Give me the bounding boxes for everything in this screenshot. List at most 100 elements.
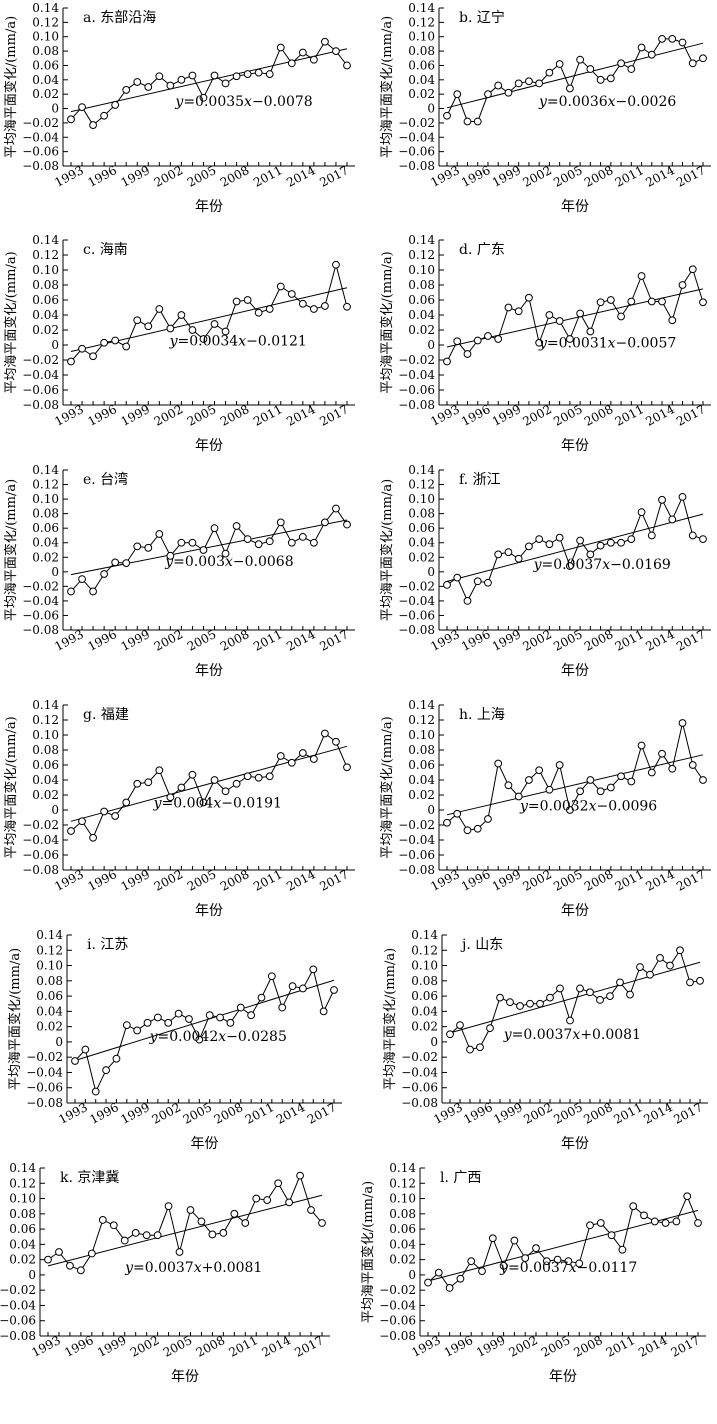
chart-panel-4: −0.08−0.06−0.04−0.0200.020.040.060.080.1…	[3, 463, 355, 679]
y-tick-label: −0.06	[26, 1081, 63, 1095]
y-tick-label: −0.02	[398, 579, 435, 593]
y-tick-label: 0.08	[389, 1207, 416, 1221]
chart-panel-6: −0.08−0.06−0.04−0.0200.020.040.060.080.1…	[3, 698, 355, 919]
data-point	[131, 1229, 140, 1237]
y-tick-label: 0.10	[32, 263, 59, 277]
data-point	[668, 316, 677, 325]
series-line	[446, 495, 704, 603]
x-axis-label: 年份	[561, 438, 589, 454]
data-point	[298, 299, 307, 308]
y-tick-label: 0.04	[389, 1237, 416, 1251]
data-point	[276, 752, 285, 760]
data-point	[265, 70, 274, 78]
data-point	[688, 59, 697, 68]
chart-panel-5: −0.08−0.06−0.04−0.0200.020.040.060.080.1…	[379, 463, 711, 679]
x-tick-label: 2002	[152, 163, 186, 190]
data-point	[216, 1013, 224, 1022]
data-point	[647, 50, 656, 59]
data-point	[596, 541, 605, 550]
data-point	[254, 308, 263, 317]
y-tick-label: −0.06	[22, 145, 59, 159]
data-point	[343, 61, 351, 70]
x-tick-label: 2008	[582, 402, 616, 429]
data-point	[627, 65, 636, 73]
data-point	[678, 281, 687, 289]
data-point	[453, 809, 462, 818]
data-point	[243, 70, 252, 78]
panel-title: j. 山东	[460, 937, 503, 953]
data-point	[188, 326, 197, 334]
y-tick-label: 0.12	[36, 943, 63, 957]
data-point	[484, 90, 492, 99]
chart-panel-3: −0.08−0.06−0.04−0.0200.020.040.060.080.1…	[379, 233, 711, 454]
y-axis-label: 平均海平面变化/(mm/a)	[3, 16, 19, 158]
y-tick-label: 0.06	[408, 521, 435, 535]
y-tick-label: 0	[427, 803, 435, 817]
data-point	[155, 766, 164, 775]
y-tick-label: −0.06	[22, 383, 59, 397]
data-point	[309, 538, 318, 547]
y-tick-label: −0.06	[398, 383, 435, 397]
x-tick-label: 1999	[490, 163, 524, 190]
data-point	[647, 297, 656, 306]
data-point	[516, 1002, 524, 1010]
data-point	[456, 1021, 464, 1030]
y-tick-label: 0.02	[32, 788, 59, 802]
data-point	[535, 535, 544, 543]
data-point	[122, 1021, 131, 1030]
x-axis-label: 年份	[561, 1136, 589, 1152]
data-point	[122, 559, 131, 567]
data-point	[164, 1202, 173, 1211]
data-point	[617, 538, 625, 547]
data-point	[133, 1026, 142, 1035]
data-point	[535, 766, 544, 775]
y-tick-label: −0.04	[26, 1065, 63, 1079]
data-point	[166, 551, 175, 560]
y-tick-label: 0.14	[32, 463, 59, 477]
x-tick-label: 2005	[551, 1100, 585, 1127]
data-point	[443, 111, 451, 120]
x-tick-label: 2011	[243, 1100, 277, 1127]
data-point	[205, 1011, 214, 1020]
y-tick-label: −0.02	[26, 1050, 63, 1064]
data-point	[199, 335, 208, 343]
y-tick-label: 0.14	[411, 928, 438, 942]
data-point	[607, 1231, 616, 1240]
data-point	[586, 550, 595, 559]
data-point	[586, 988, 594, 997]
y-tick-label: 0.08	[36, 974, 63, 988]
x-axis-label: 年份	[195, 663, 223, 679]
data-point	[514, 792, 523, 801]
data-point	[606, 538, 615, 547]
y-tick-label: 0.08	[32, 278, 59, 292]
x-tick-label: 2002	[152, 627, 186, 654]
y-tick-label: 0.02	[32, 550, 59, 564]
x-tick-label: 1996	[85, 867, 119, 894]
data-point	[453, 573, 462, 582]
data-point	[564, 1257, 573, 1266]
x-tick-label: 2014	[274, 1100, 308, 1127]
data-point	[637, 508, 646, 517]
x-axis-label: 年份	[561, 199, 589, 215]
chart-panel-0: −0.08−0.06−0.04−0.0200.020.040.060.080.1…	[3, 1, 355, 215]
data-point	[276, 43, 285, 52]
data-point	[98, 1216, 107, 1224]
data-point	[243, 535, 252, 543]
y-tick-label: 0.02	[32, 323, 59, 337]
data-point	[133, 542, 142, 551]
data-point	[143, 1018, 152, 1027]
data-point	[153, 1231, 162, 1240]
y-tick-label: 0.06	[32, 521, 59, 535]
data-point	[122, 798, 131, 807]
data-point	[678, 493, 687, 501]
x-tick-label: 2008	[218, 402, 252, 429]
series-line	[70, 732, 348, 839]
data-point	[473, 824, 482, 833]
y-tick-label: 0.14	[32, 1, 59, 15]
data-point	[144, 543, 153, 552]
panel-title: g. 福建	[83, 707, 129, 723]
data-point	[164, 1018, 173, 1027]
data-point	[473, 117, 482, 126]
data-point	[596, 75, 605, 84]
y-tick-label: 0.02	[389, 1253, 416, 1267]
